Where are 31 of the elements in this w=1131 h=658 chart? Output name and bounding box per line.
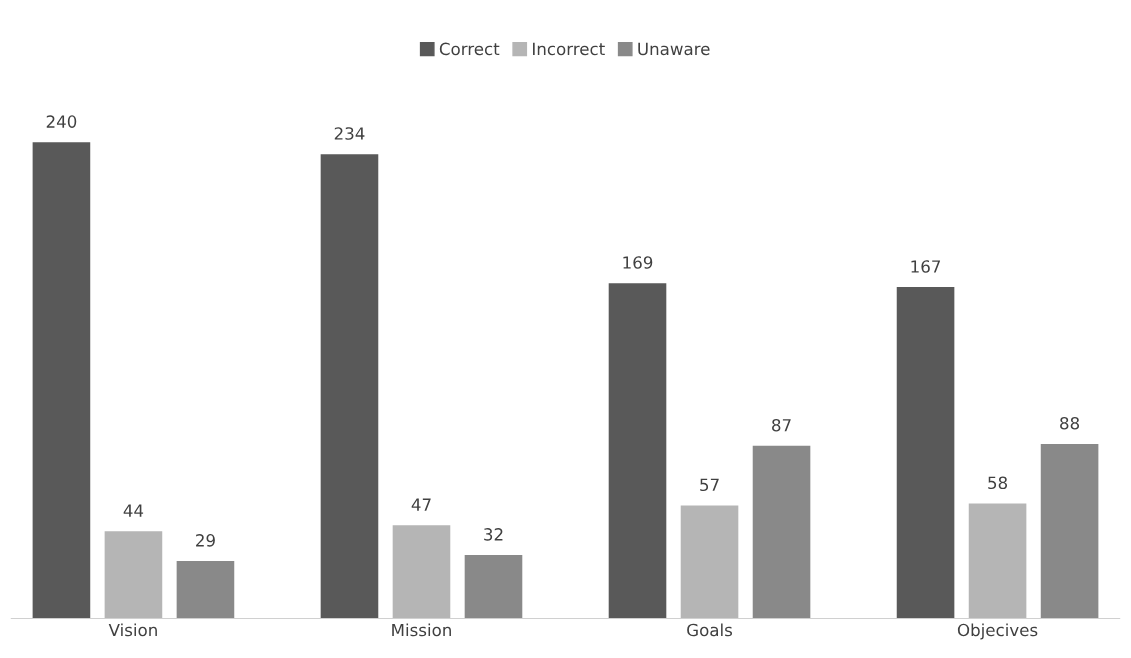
- bar: [176, 560, 235, 619]
- bar: [1040, 443, 1099, 619]
- data-label: 88: [1060, 416, 1080, 430]
- legend-label: Correct: [439, 42, 500, 56]
- legend-label: Incorrect: [533, 42, 605, 56]
- data-label: 234: [334, 127, 365, 140]
- bar: [752, 445, 811, 619]
- bar: [392, 525, 451, 619]
- data-label: 32: [484, 528, 503, 541]
- data-label: 44: [123, 504, 144, 517]
- x-tick-label: Goals: [687, 623, 733, 637]
- bar: [104, 531, 163, 619]
- bar: [32, 142, 91, 619]
- data-label: 57: [700, 478, 719, 492]
- data-label: 58: [988, 476, 1008, 490]
- data-label: 169: [623, 256, 653, 269]
- x-tick-label: Mission: [392, 623, 451, 637]
- bar: [896, 287, 955, 619]
- bar: [968, 503, 1027, 619]
- bar: [608, 283, 667, 619]
- data-label: 167: [911, 260, 941, 273]
- x-tick-label: Vision: [108, 623, 157, 637]
- data-label: 47: [411, 498, 431, 511]
- legend-label: Unaware: [638, 42, 710, 56]
- bar: [680, 505, 739, 619]
- data-label: 87: [772, 418, 791, 432]
- bar: [320, 154, 379, 619]
- data-label: 29: [196, 534, 215, 547]
- x-tick-label: Objecives: [957, 623, 1038, 640]
- bar: [464, 555, 523, 619]
- data-label: 240: [46, 115, 77, 128]
